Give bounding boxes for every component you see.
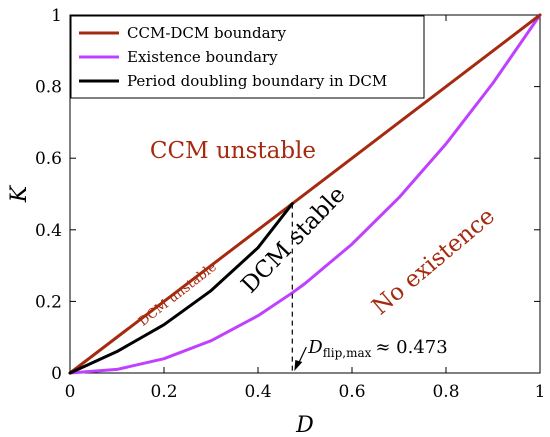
legend-box: [70, 15, 425, 99]
legend-label-2: Period doubling boundary in DCM: [127, 72, 387, 90]
y-tick-label: 0.8: [35, 78, 62, 98]
legend-label-0: CCM-DCM boundary: [127, 24, 287, 42]
legend-label-1: Existence boundary: [127, 48, 278, 66]
y-tick-label: 1: [51, 6, 62, 26]
y-tick-label: 0.4: [35, 221, 62, 241]
dflip-subscript: flip,max: [323, 346, 372, 360]
x-tick-labels: 0 0.2 0.4 0.6 0.8 1: [65, 382, 546, 402]
legend-items: CCM-DCM boundary Existence boundary Period…: [79, 24, 387, 90]
x-tick-label: 0.8: [432, 382, 459, 402]
axes-frame: [69, 14, 541, 374]
y-axis-label: K: [7, 184, 32, 203]
x-tick-label: 1: [535, 382, 546, 402]
dflip-symbol: D: [307, 337, 323, 358]
annotation-dflip: Dflip,max ≈ 0.473: [307, 337, 447, 360]
plot-area: 0 0.2 0.4 0.6 0.8 1 0 0.2 0.4 0.6 0.8 1: [35, 6, 545, 402]
legend: CCM-DCM boundary Existence boundary Period…: [70, 15, 425, 99]
x-tick-label: 0.4: [244, 382, 271, 402]
y-tick-label: 0.6: [35, 149, 62, 169]
series-lines: [68, 13, 542, 375]
x-tick-label: 0.6: [338, 382, 365, 402]
y-tick-label: 0: [51, 364, 62, 384]
series-line-1: [68, 13, 542, 375]
dflip-arrow: [294, 346, 307, 371]
annotation-ccm-unstable: CCM unstable: [150, 138, 316, 164]
x-tick-label: 0.2: [150, 382, 177, 402]
y-tick-label: 0.2: [35, 292, 62, 312]
series-line-2: [68, 202, 294, 375]
x-tick-label: 0: [65, 382, 76, 402]
y-tick-labels: 0 0.2 0.4 0.6 0.8 1: [35, 6, 62, 384]
x-axis-label: D: [295, 413, 314, 437]
dflip-arrow-head: [294, 360, 303, 371]
dflip-approx: ≈ 0.473: [375, 337, 447, 358]
series-line-0: [68, 13, 542, 375]
